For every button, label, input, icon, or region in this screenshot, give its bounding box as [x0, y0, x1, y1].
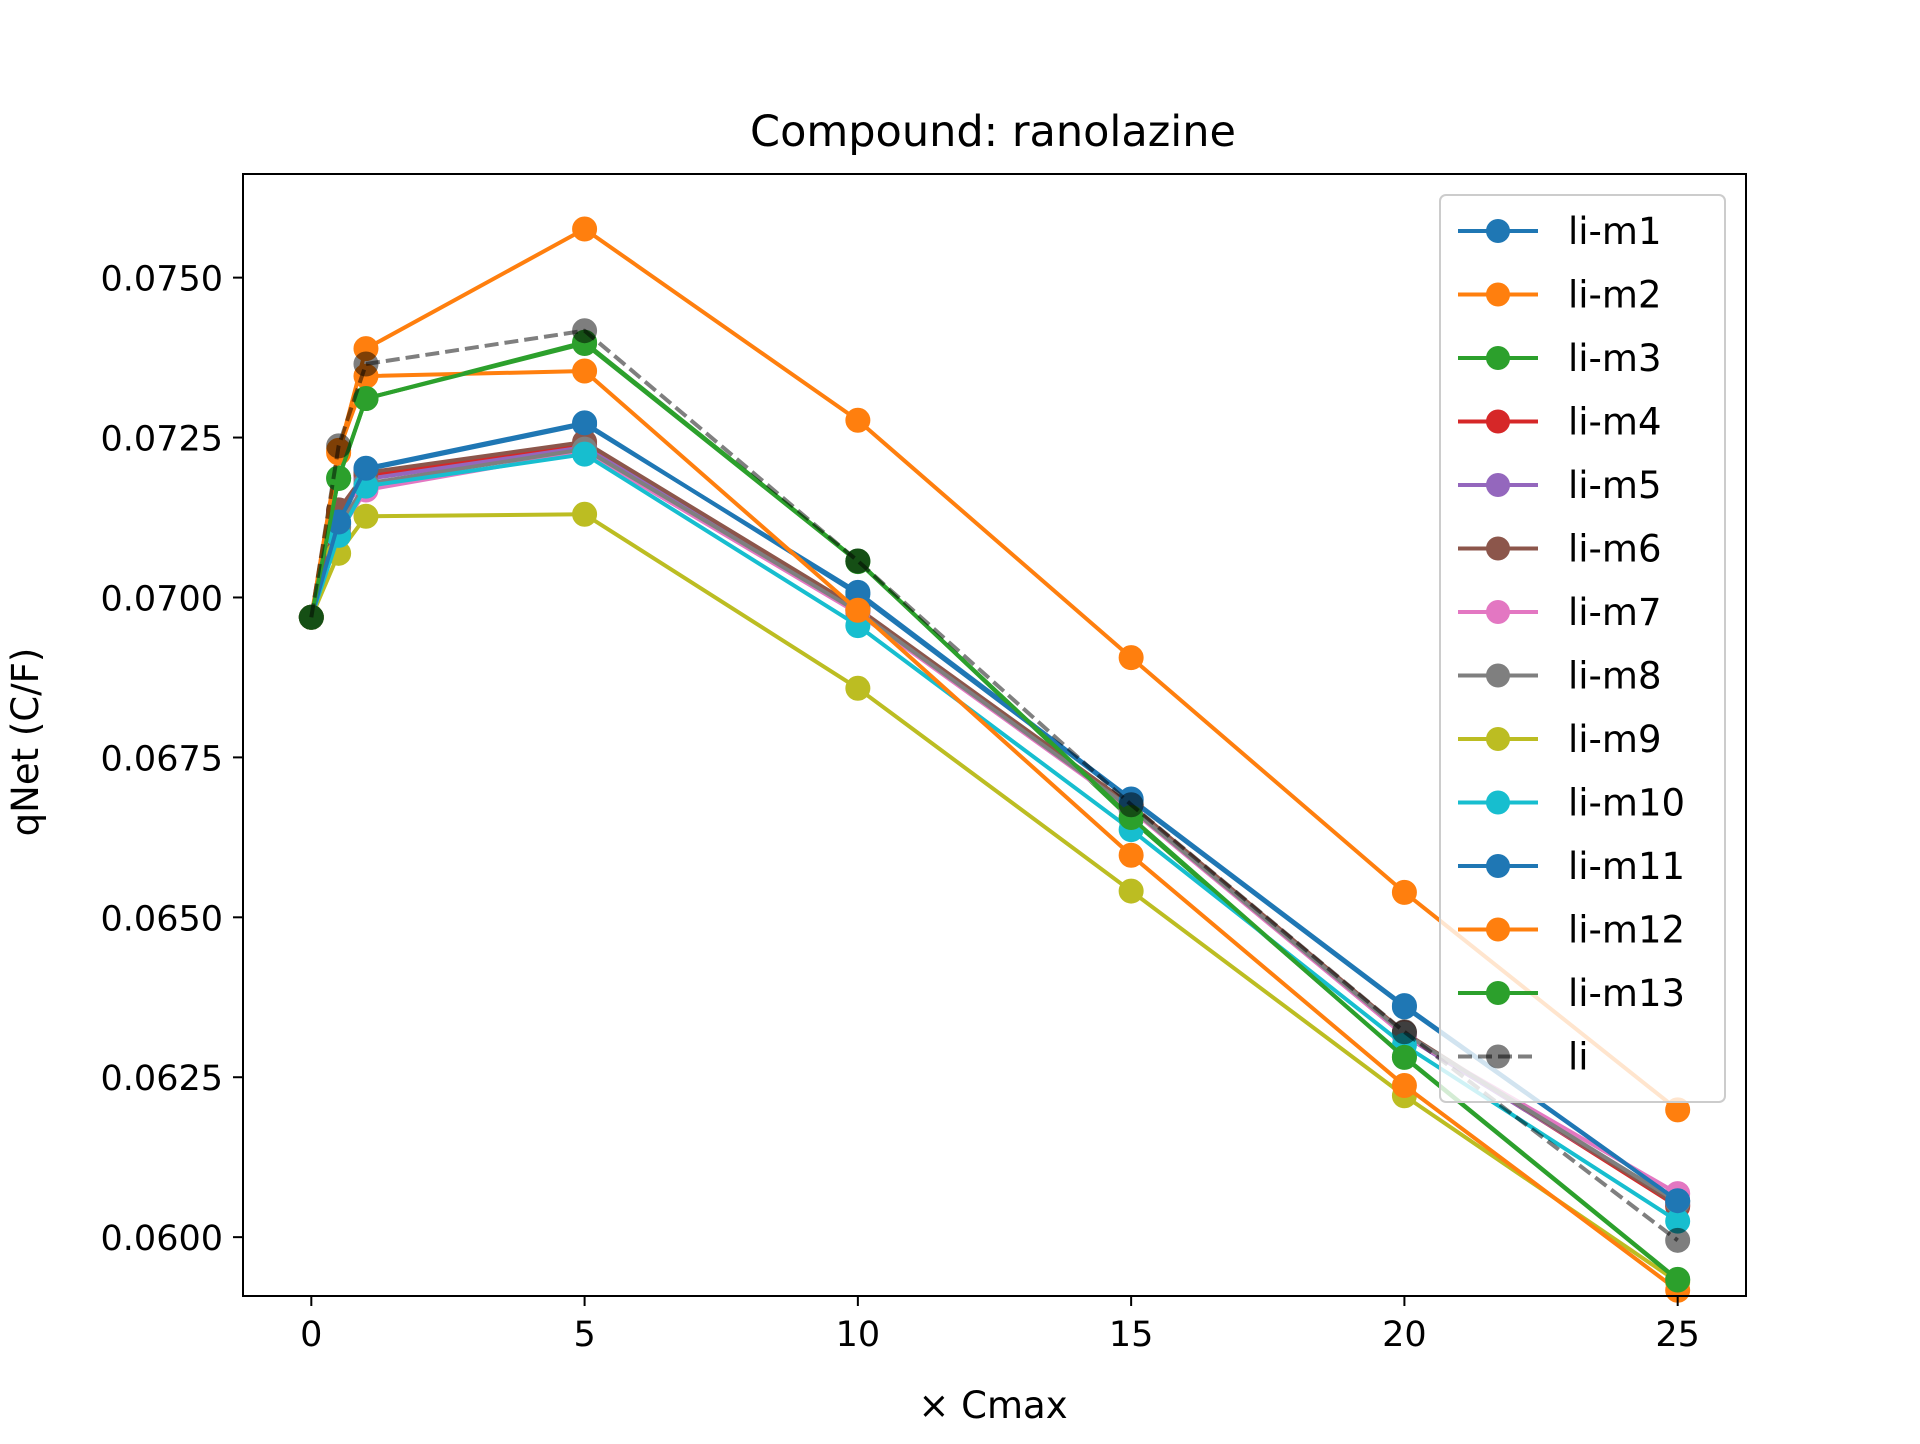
legend-entry: li-m13 — [1458, 972, 1685, 1015]
data-point — [1665, 1188, 1691, 1214]
y-tick-label: 0.0650 — [101, 899, 223, 939]
data-point — [1391, 1019, 1417, 1045]
y-tick-label: 0.0600 — [101, 1219, 223, 1259]
axis-ticks: 0 5 10 15 20 25 0.0600 0.0625 0.0650 0.0675 0.0700… — [101, 260, 1700, 1355]
legend-marker — [1486, 917, 1510, 942]
y-tick-label: 0.0725 — [101, 420, 223, 460]
data-point — [353, 503, 379, 529]
series-line — [309, 328, 1679, 1242]
legend-entry: li-m4 — [1458, 401, 1662, 444]
data-point — [572, 216, 598, 242]
data-point — [1665, 1267, 1691, 1293]
x-tick-label: 5 — [573, 1315, 595, 1355]
data-point — [572, 358, 598, 384]
legend-marker — [1486, 282, 1510, 307]
data-point — [572, 318, 598, 344]
legend-label: li-m4 — [1568, 401, 1662, 444]
chart-title: Compound: ranolazine — [750, 107, 1236, 157]
legend-entry: li-m9 — [1458, 718, 1662, 761]
legend-entry: li-m1 — [1458, 210, 1662, 253]
legend-label: li-m3 — [1568, 337, 1662, 380]
legend-label: li — [1568, 1036, 1589, 1079]
legend-marker — [1486, 536, 1510, 561]
y-tick-label: 0.0625 — [101, 1059, 223, 1099]
data-point — [1391, 1044, 1417, 1070]
data-point — [845, 597, 871, 623]
y-tick-label: 0.0700 — [101, 579, 223, 619]
data-point — [1665, 1227, 1691, 1253]
data-point — [572, 441, 598, 467]
series-line — [309, 341, 1679, 1282]
legend-label: li-m12 — [1568, 909, 1685, 952]
legend-box — [1439, 194, 1726, 1103]
legend-marker — [1486, 981, 1510, 1005]
legend-marker — [1486, 727, 1510, 751]
data-point — [1118, 792, 1144, 818]
legend-label: li-m9 — [1568, 718, 1662, 761]
legend-marker — [1486, 473, 1510, 497]
legend-marker — [1486, 854, 1510, 878]
legend-label: li-m6 — [1568, 528, 1662, 571]
legend-label: li-m11 — [1568, 845, 1685, 888]
y-axis-label: qNet (C/F) — [4, 648, 47, 837]
legend-entry: li-m10 — [1458, 782, 1685, 825]
legend-entry: li-m2 — [1458, 274, 1662, 317]
legend-entry: li-m6 — [1458, 528, 1662, 571]
legend-marker — [1486, 600, 1510, 624]
data-point — [1391, 879, 1417, 905]
x-tick-label: 25 — [1655, 1315, 1700, 1355]
data-point — [298, 604, 324, 630]
x-axis-label: × Cmax — [918, 1384, 1067, 1427]
legend-label: li-m10 — [1568, 782, 1685, 825]
legend-marker — [1486, 219, 1510, 243]
legend-label: li-m2 — [1568, 274, 1662, 317]
data-point — [572, 410, 598, 436]
data-point — [1391, 994, 1417, 1020]
y-tick-label: 0.0750 — [101, 260, 223, 300]
series-li — [298, 318, 1691, 1253]
data-point — [845, 407, 871, 433]
legend-entry: li-m12 — [1458, 909, 1685, 952]
legend-marker — [1486, 346, 1510, 370]
plot-marks — [298, 216, 1691, 1303]
data-point — [1118, 842, 1144, 868]
legend: li-m1 li-m2 li-m3 li-m4 li-m5 li-m6 li-m7 li-m8… — [1439, 194, 1726, 1103]
legend-label: li-m7 — [1568, 591, 1662, 634]
legend-marker — [1486, 409, 1510, 434]
x-tick-label: 15 — [1109, 1315, 1154, 1355]
x-tick-label: 10 — [836, 1315, 881, 1355]
legend-marker — [1486, 663, 1510, 688]
x-tick-label: 0 — [300, 1315, 322, 1355]
data-point — [572, 501, 598, 527]
y-tick-label: 0.0675 — [101, 739, 223, 779]
data-point — [353, 351, 379, 377]
legend-entry: li — [1458, 1036, 1589, 1079]
legend-entry: li-m11 — [1458, 845, 1685, 888]
x-tick-label: 20 — [1382, 1315, 1427, 1355]
legend-entry: li-m3 — [1458, 337, 1662, 380]
legend-label: li-m13 — [1568, 972, 1685, 1015]
data-point — [1118, 645, 1144, 671]
data-point — [1391, 1073, 1417, 1099]
data-point — [1118, 878, 1144, 904]
data-point — [845, 548, 871, 574]
data-point — [353, 455, 379, 481]
plot-frame — [242, 173, 1747, 1297]
legend-marker — [1486, 790, 1510, 815]
legend-entry: li-m7 — [1458, 591, 1662, 634]
legend-marker — [1486, 1044, 1510, 1069]
legend-entry: li-m5 — [1458, 464, 1662, 507]
legend-label: li-m1 — [1568, 210, 1662, 253]
legend-entry: li-m8 — [1458, 655, 1662, 698]
data-point — [845, 675, 871, 701]
legend-label: li-m8 — [1568, 655, 1662, 698]
data-point — [326, 433, 352, 459]
legend-label: li-m5 — [1568, 464, 1662, 507]
